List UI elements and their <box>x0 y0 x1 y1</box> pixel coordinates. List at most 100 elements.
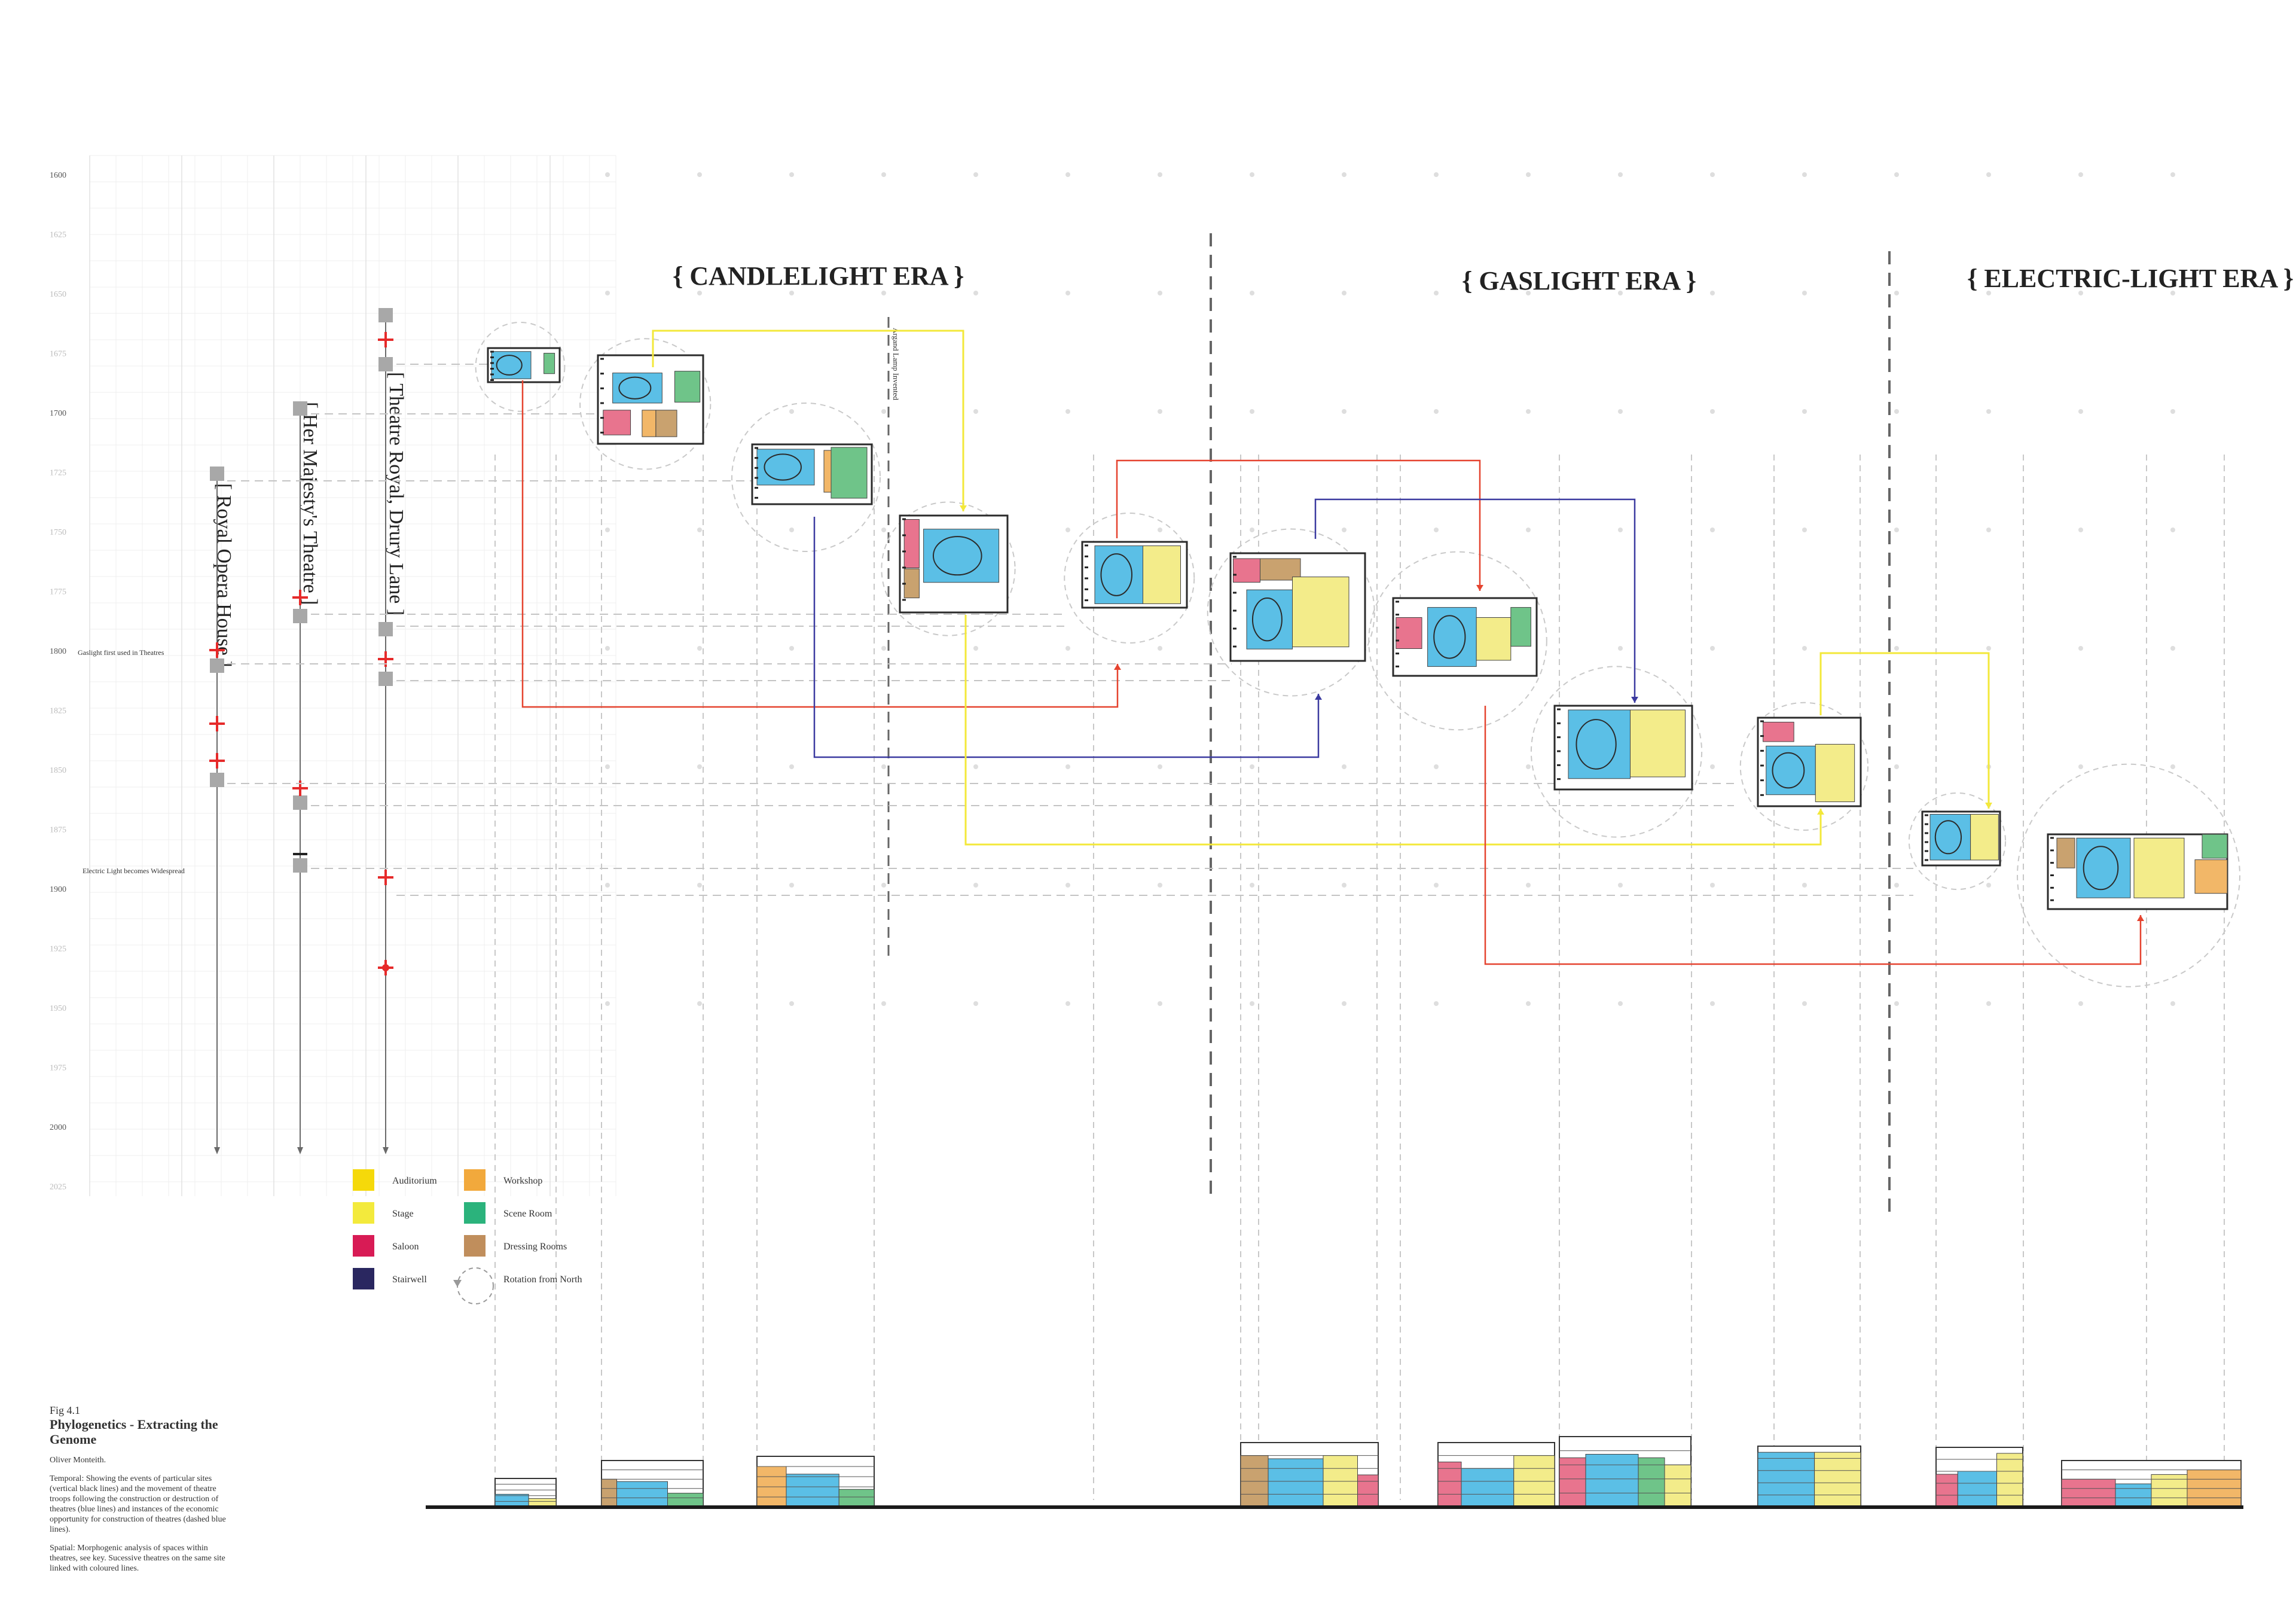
grid-dot <box>2170 172 2175 177</box>
plan-space-stage <box>1630 709 1686 778</box>
theatre-floor-plan <box>1368 551 1547 731</box>
grid-dot <box>605 1001 610 1006</box>
elevation-space-saloon <box>1935 1474 1958 1508</box>
elevation-space-saloon <box>1437 1461 1462 1508</box>
site-label-royal-opera-house: [ Royal Opera House ] <box>213 483 235 667</box>
grid-dot <box>1526 172 1531 177</box>
grid-dot <box>1342 1001 1347 1006</box>
legend-swatch <box>353 1268 374 1289</box>
grid-dot <box>1894 883 1899 888</box>
elevation-space-stage <box>2151 1474 2188 1508</box>
succession-link-line <box>1116 459 1481 591</box>
grid-dot <box>1710 646 1715 651</box>
grid-dot <box>1986 883 1991 888</box>
grid-dot <box>1618 172 1623 177</box>
plan-space-saloon <box>903 519 920 568</box>
elevation-space-auditorium <box>616 1481 668 1508</box>
grid-dot <box>1986 291 1991 295</box>
plan-space-scene <box>1510 607 1531 647</box>
grid-dot <box>1250 172 1254 177</box>
rotation-circle-icon <box>1064 513 1195 644</box>
event-square-icon <box>210 658 224 673</box>
grid-dot <box>697 646 702 651</box>
event-square-icon <box>210 773 224 787</box>
grid-dot <box>1158 291 1162 295</box>
background-dot-grid <box>605 172 2175 1006</box>
auditorium-tiers <box>2083 846 2119 891</box>
elevation-space-auditorium <box>494 1493 529 1508</box>
theatre-elevation <box>494 1478 557 1508</box>
grid-dot <box>1802 409 1807 414</box>
rotation-circle-icon <box>881 501 1016 636</box>
grid-dot <box>697 291 702 295</box>
caption-temporal: Temporal: Showing the events of particul… <box>50 1474 226 1534</box>
succession-link-arrow <box>1114 664 1121 670</box>
rotation-circle-icon <box>731 403 881 552</box>
grid-dot <box>1986 528 1991 532</box>
grid-dot <box>1618 883 1623 888</box>
legend-label: Scene Room <box>503 1209 552 1219</box>
grid-dot <box>1158 528 1162 532</box>
event-square-icon <box>293 401 307 416</box>
grid-dot <box>2078 172 2083 177</box>
grid-dot <box>605 764 610 769</box>
succession-link-line <box>1314 498 1636 703</box>
grid-dot <box>1894 172 1899 177</box>
year-tick-label: 1700 <box>50 409 66 418</box>
grid-dot <box>1894 291 1899 295</box>
site-label-drury-lane: [ Theatre Royal, Drury Lane ] <box>385 372 407 615</box>
grid-dot <box>1342 883 1347 888</box>
grid-dot <box>1710 172 1715 177</box>
grid-dot <box>1065 291 1070 295</box>
plan-space-workshop <box>823 450 832 493</box>
theatre-floor-plan <box>1530 666 1703 838</box>
grid-dot <box>2078 409 2083 414</box>
grid-dot <box>1894 1001 1899 1006</box>
grid-dot <box>881 291 886 295</box>
plan-space-auditorium <box>2076 837 2131 898</box>
legend-rotation-label: Rotation from North <box>503 1275 582 1285</box>
auditorium-tiers <box>1934 820 1962 855</box>
theatre-elevation <box>756 1456 875 1508</box>
plan-space-stage <box>2133 837 2185 898</box>
succession-link-arrow <box>1315 694 1322 700</box>
event-dot-icon <box>382 964 389 971</box>
grid-dot <box>1158 172 1162 177</box>
auditorium-tiers <box>1433 615 1466 659</box>
event-gaslight-note: Gaslight first used in Theatres <box>78 648 164 657</box>
auditorium-tiers <box>1576 719 1617 770</box>
legend-label: Stage <box>392 1209 414 1219</box>
grid-dot <box>1710 764 1715 769</box>
year-tick-label: 1925 <box>50 945 66 954</box>
auditorium-tiers <box>618 376 652 400</box>
grid-dot <box>2170 528 2175 532</box>
rotation-circle-icon <box>1368 551 1547 731</box>
plan-space-saloon <box>1233 558 1260 583</box>
theatre-floor-plan <box>2017 763 2240 987</box>
event-square-icon <box>293 858 307 873</box>
year-tick-label: 2000 <box>50 1123 66 1132</box>
year-tick-label: 1850 <box>50 766 66 775</box>
grid-dot <box>1526 883 1531 888</box>
grid-dot <box>789 883 794 888</box>
legend-swatch <box>464 1235 486 1257</box>
succession-links <box>521 330 2144 965</box>
grid-dot <box>1250 1001 1254 1006</box>
theatre-elevation <box>2061 1460 2242 1508</box>
grid-dot <box>1250 764 1254 769</box>
elevation-space-scene <box>1638 1457 1665 1508</box>
grid-dot <box>1342 528 1347 532</box>
succession-link-line <box>813 517 1320 758</box>
grid-dot <box>1526 764 1531 769</box>
plan-space-saloon <box>1396 617 1422 649</box>
grid-dot <box>881 172 886 177</box>
grid-dot <box>1065 764 1070 769</box>
grid-dot <box>1526 1001 1531 1006</box>
plan-space-scene <box>2202 834 2228 859</box>
grid-dot <box>697 764 702 769</box>
grid-dot <box>881 1001 886 1006</box>
elevation-space-auditorium <box>1268 1458 1324 1508</box>
grid-dot <box>1894 528 1899 532</box>
succession-link-arrow <box>1476 585 1483 591</box>
elevation-space-saloon <box>1559 1457 1586 1508</box>
